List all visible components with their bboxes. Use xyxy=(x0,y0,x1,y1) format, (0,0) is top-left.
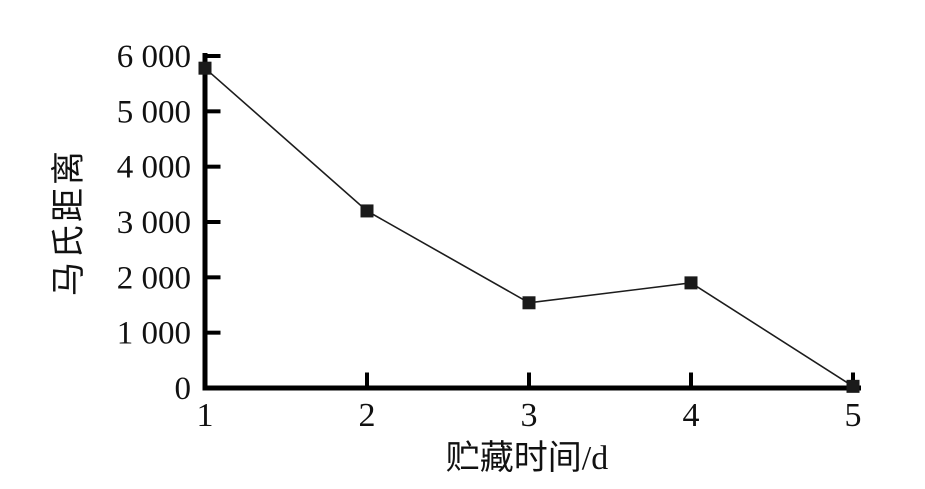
data-point-marker xyxy=(846,379,860,393)
y-tick-label: 1 000 xyxy=(117,316,191,352)
x-tick-label: 4 xyxy=(683,397,700,434)
data-point-marker xyxy=(360,204,374,218)
x-tick-label: 2 xyxy=(359,397,376,434)
y-tick-label: 6 000 xyxy=(117,39,191,75)
data-line xyxy=(204,67,854,388)
x-tick-label: 3 xyxy=(521,397,538,434)
data-series xyxy=(198,61,860,393)
x-tick-label: 1 xyxy=(197,397,214,434)
data-point-marker xyxy=(522,296,536,310)
y-tick-label: 5 000 xyxy=(117,94,191,130)
y-tick-label: 3 000 xyxy=(117,205,191,241)
y-tick-label: 4 000 xyxy=(117,150,191,186)
y-tick-label: 2 000 xyxy=(117,260,191,296)
y-axis-title: 马氏距离 xyxy=(50,148,88,296)
x-axis-title: 贮藏时间/d xyxy=(446,439,608,477)
data-point-marker xyxy=(684,276,698,290)
x-tick-label: 5 xyxy=(845,397,862,434)
data-point-marker xyxy=(198,61,212,75)
axes: 0 1 000 2 000 3 000 4 000 5 000 6 000 1 2 3 4 5 xyxy=(117,39,862,434)
y-tick-label: 0 xyxy=(175,371,192,407)
